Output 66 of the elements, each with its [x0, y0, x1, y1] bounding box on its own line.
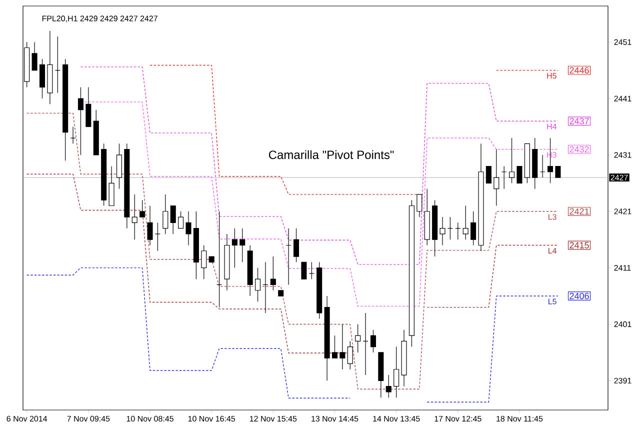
candlestick	[255, 268, 261, 302]
candlestick	[224, 234, 230, 291]
candlestick	[70, 126, 76, 144]
x-tick-label: 7 Nov 09:45	[67, 416, 110, 422]
candlestick	[124, 143, 130, 229]
legend-label: L5	[548, 298, 556, 304]
y-tick-label: 2421	[614, 208, 632, 214]
y-tick-label: 2411	[614, 265, 631, 271]
candlestick	[347, 340, 353, 370]
candlestick	[540, 154, 546, 178]
candlestick	[154, 222, 160, 252]
candlestick	[532, 138, 538, 190]
candlestick	[501, 166, 507, 190]
candlestick	[247, 244, 253, 296]
legend-label: H5	[547, 73, 556, 79]
candlestick	[401, 330, 407, 387]
y-tick-label: 2401	[614, 321, 632, 328]
candlestick	[455, 222, 461, 240]
candlestick	[355, 324, 361, 353]
x-tick-label: 10 Nov 16:45	[188, 416, 236, 422]
candlestick	[240, 228, 246, 262]
candlestick	[116, 143, 122, 190]
candlestick	[216, 211, 222, 308]
candlestick	[232, 228, 238, 268]
legend-label: H4	[547, 124, 557, 130]
x-tick-label: 6 Nov 2014	[6, 416, 48, 422]
data-label: 2406	[570, 292, 589, 300]
candlestick	[47, 30, 53, 104]
data-label: 2421	[570, 208, 589, 215]
legend-label: L4	[548, 248, 557, 254]
x-tick-label: 10 Nov 08:45	[126, 416, 174, 422]
candlestick	[478, 143, 484, 252]
text: Camarilla "Pivot Points"	[268, 150, 394, 160]
data-label: 2415	[570, 242, 589, 248]
candlestick	[286, 228, 292, 286]
y-tick-label: 2431	[614, 152, 632, 158]
candlestick	[186, 211, 192, 246]
candlestick	[201, 244, 207, 280]
candlestick	[262, 262, 268, 314]
x-tick-label: 12 Nov 15:45	[250, 416, 297, 422]
candlestick	[494, 149, 500, 206]
candlestick	[132, 194, 138, 240]
candlestick	[340, 324, 346, 370]
ref-line-label: 2427	[610, 174, 628, 180]
candlestick	[362, 312, 368, 376]
candlestick	[447, 216, 453, 240]
candlestick	[54, 36, 60, 94]
x-tick-label: 18 Nov 11:45	[496, 416, 543, 422]
y-tick-label: 2451	[614, 39, 632, 45]
candlestick	[270, 256, 276, 291]
legend-label: L3	[548, 214, 556, 220]
x-tick-label: 17 Nov 12:45	[434, 416, 482, 422]
candlestick	[147, 205, 153, 246]
candlestick	[440, 216, 446, 246]
data-label: 2446	[570, 67, 589, 74]
text: FPL20,H1 2429 2429 2427 2427	[42, 16, 158, 22]
y-tick-label: 2441	[614, 96, 632, 102]
y-tick-label: 2391	[614, 378, 632, 384]
data-label: 2432	[570, 146, 589, 153]
candlestick	[193, 211, 199, 280]
candlestick	[78, 86, 84, 156]
candlestick	[394, 346, 400, 398]
data-label: 2437	[570, 118, 589, 124]
x-tick-label: 14 Nov 13:45	[373, 416, 420, 422]
candlestick	[324, 296, 330, 381]
x-tick-label: 13 Nov 14:45	[312, 416, 358, 422]
